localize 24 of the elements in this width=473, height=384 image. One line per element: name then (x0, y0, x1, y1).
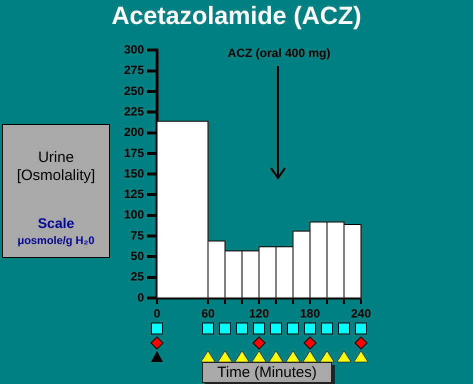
annotation: ACZ (oral 400 mg) (226, 46, 332, 60)
x-tick-label: 0 (154, 306, 161, 321)
text: Scale (36, 215, 76, 231)
y-tick-label: 0 (137, 290, 144, 304)
y-tick-label: 150 (124, 166, 144, 180)
x-tick-label: 120 (248, 306, 270, 321)
y-tick-label: 75 (130, 228, 144, 242)
y-tick-label: 200 (124, 125, 144, 140)
x-tick-label: 240 (350, 306, 372, 321)
y-tick-label: 125 (124, 187, 144, 202)
text: μosmole/g H₂0 (16, 235, 96, 247)
y-tick-label: 225 (124, 104, 144, 118)
y-tick-label: 175 (124, 146, 144, 160)
y-axis-title: Urine [Osmolality] (16, 149, 96, 185)
x-axis-title: Time (Minutes) (202, 362, 332, 383)
x-tick-label: 180 (300, 306, 320, 321)
x-tick-label: 60 (201, 306, 215, 321)
chart-title: Acetazolamide (ACZ) (110, 2, 363, 31)
y-tick-label: 250 (124, 84, 144, 98)
y-tick-label: 275 (124, 63, 144, 78)
y-tick-label: 300 (124, 42, 144, 57)
y-tick-label: 100 (124, 208, 144, 222)
y-tick-label: 25 (130, 270, 144, 284)
y-tick-label: 50 (130, 249, 144, 264)
